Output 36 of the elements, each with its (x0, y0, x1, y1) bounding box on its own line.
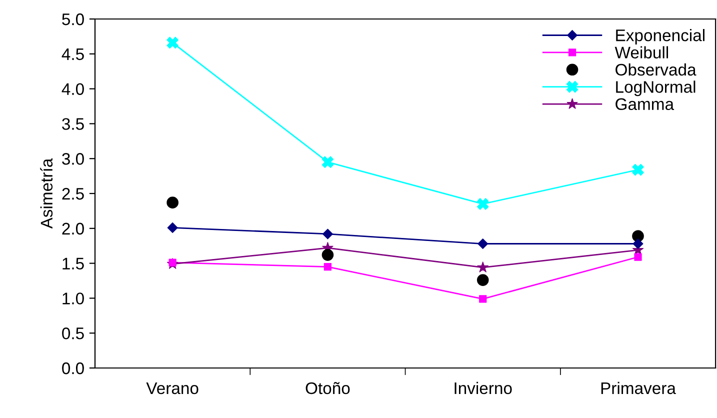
point (632, 164, 644, 176)
y-axis-title: Asimetría (40, 158, 53, 229)
point (322, 156, 334, 168)
y-tick-label: 2.5 (62, 188, 84, 200)
y-tick-label: 3.0 (62, 153, 84, 165)
y-tick-label: 0.5 (62, 328, 84, 340)
y-tick-label: 1.5 (62, 258, 84, 270)
x-tick-label: Verano (146, 382, 198, 394)
point (322, 249, 334, 261)
x-tick-label: Primavera (601, 382, 676, 394)
legend-label: Gamma (616, 98, 674, 110)
point (634, 253, 642, 261)
y-tick-label: 2.0 (62, 222, 84, 235)
y-tick-label: 0.0 (62, 362, 84, 374)
legend-label: Exponencial (616, 29, 704, 45)
y-tick-label: 1.0 (62, 292, 84, 304)
point (476, 198, 489, 210)
y-tick-label: 3.5 (62, 118, 84, 130)
legend-label: Observada (616, 63, 696, 76)
point (166, 196, 178, 208)
point (166, 36, 178, 49)
legend-label: LogNormal (616, 80, 696, 96)
point (324, 262, 332, 271)
point (322, 228, 333, 240)
point (477, 262, 488, 272)
legend-label: Weibull (614, 46, 668, 58)
point (167, 222, 178, 233)
point (479, 295, 487, 303)
point (476, 274, 489, 286)
y-tick-label: 4.0 (62, 83, 84, 96)
point (478, 238, 488, 250)
x-tick-label: Invierno (454, 382, 512, 394)
point (632, 238, 644, 250)
x-tick-label: Otoño (306, 382, 350, 394)
y-tick-label: 5.0 (62, 13, 84, 26)
y-tick-label: 4.5 (62, 48, 84, 60)
